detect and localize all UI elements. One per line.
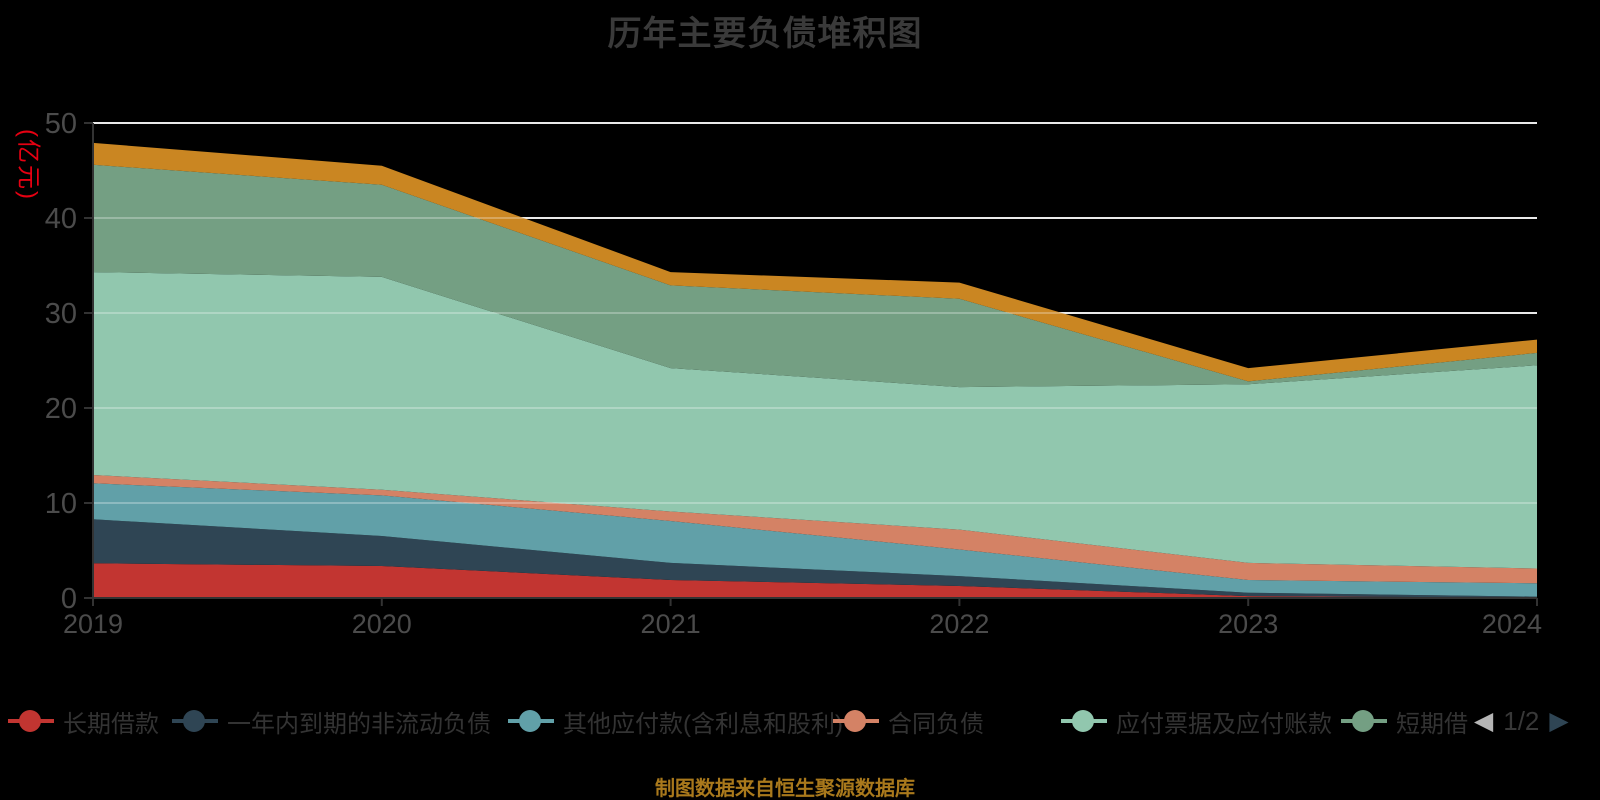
legend-marker-icon: [1341, 707, 1387, 735]
y-tick-label: 0: [61, 583, 77, 615]
area-其他应付款(含利息和股利)[interactable]: [93, 483, 1537, 597]
y-axis-labels: 0 10 20 30 40 50: [45, 108, 77, 615]
legend-item-1[interactable]: 长期借款: [8, 698, 159, 744]
area-series-7[interactable]: [93, 142, 1537, 382]
source-note: 制图数据来自恒生聚源数据库: [655, 778, 915, 800]
legend-item-3[interactable]: 其他应付款(含利息和股利): [508, 698, 843, 744]
y-tick-label: 30: [45, 298, 77, 330]
legend-marker-icon: [833, 707, 879, 735]
legend-item-4[interactable]: 合同负债: [833, 698, 984, 744]
y-tick-label: 20: [45, 393, 77, 425]
x-tick-label: 2021: [641, 609, 701, 639]
x-axis-labels: 2019 2020 2021 2022 2023 2024: [63, 609, 1542, 639]
legend-label: 长期借款: [63, 710, 159, 738]
legend-label: 短期借: [1396, 710, 1468, 738]
legend-next-icon[interactable]: ▶: [1549, 707, 1569, 735]
legend-item-6[interactable]: 短期借: [1341, 698, 1468, 744]
y-tick-label: 10: [45, 488, 77, 520]
legend-label: 其他应付款(含利息和股利): [563, 710, 843, 738]
area-series: [93, 142, 1537, 598]
legend-item-5[interactable]: 应付票据及应付账款: [1061, 698, 1332, 744]
legend-marker-icon: [172, 707, 218, 735]
legend-page-indicator: 1/2: [1503, 705, 1540, 736]
axes: [84, 122, 1538, 606]
area-一年内到期的非流动负债[interactable]: [93, 519, 1537, 598]
x-tick-label: 2019: [63, 609, 123, 639]
area-长期借款[interactable]: [93, 563, 1537, 598]
grid-lines-overlay: [93, 122, 1537, 504]
x-tick-label: 2022: [929, 609, 989, 639]
chart-title: 历年主要负债堆积图: [607, 15, 923, 53]
legend-marker-icon: [1061, 707, 1107, 735]
y-tick-label: 50: [45, 108, 77, 140]
legend-label: 应付票据及应付账款: [1116, 710, 1332, 738]
x-tick-label: 2020: [352, 609, 412, 639]
legend-marker-icon: [508, 707, 554, 735]
legend-label: 合同负债: [888, 710, 984, 738]
y-tick-label: 40: [45, 203, 77, 235]
area-应付票据及应付账款[interactable]: [93, 272, 1537, 569]
area-合同负债[interactable]: [93, 475, 1537, 584]
area-短期借款[interactable]: [93, 164, 1537, 388]
x-tick-label: 2023: [1218, 609, 1278, 639]
legend-marker-icon: [8, 707, 54, 735]
legend-prev-icon[interactable]: ◀: [1474, 707, 1494, 735]
legend-pager: ◀ 1/2 ▶: [1474, 698, 1569, 744]
x-tick-label: 2024: [1482, 609, 1542, 639]
legend-label: 一年内到期的非流动负债: [227, 710, 491, 738]
legend: ◀ 1/2 ▶ 长期借款 一年内到期的非流动负债 其他应付款(含利息和股利) 合同负债…: [0, 698, 1600, 744]
legend-item-2[interactable]: 一年内到期的非流动负债: [172, 698, 491, 744]
